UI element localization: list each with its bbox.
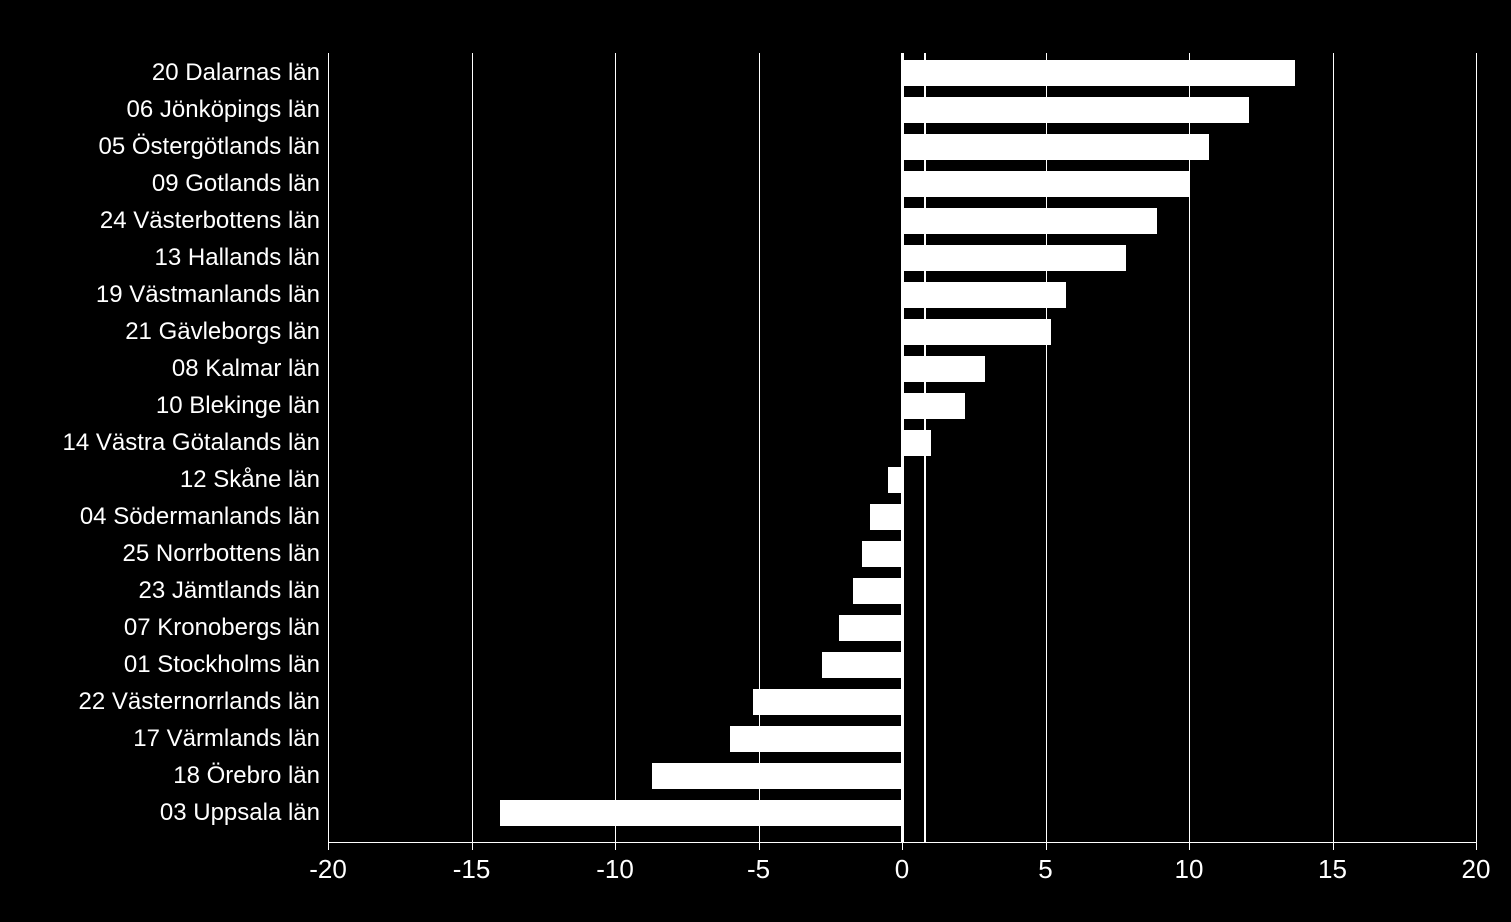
category-label: 23 Jämtlands län (139, 577, 320, 605)
bar (902, 282, 1066, 308)
x-tick (1046, 842, 1047, 850)
bar (902, 134, 1209, 160)
gridline (1333, 53, 1334, 842)
bar (652, 763, 902, 789)
bar (902, 430, 931, 456)
bar (902, 60, 1295, 86)
x-axis-label: 10 (1175, 854, 1204, 885)
category-label: 20 Dalarnas län (152, 59, 320, 87)
category-label: 08 Kalmar län (172, 355, 320, 383)
bar (853, 578, 902, 604)
category-label: 06 Jönköpings län (127, 96, 320, 124)
x-tick (472, 842, 473, 850)
x-tick (902, 842, 903, 850)
gridline (759, 53, 760, 842)
gridline (1476, 53, 1477, 842)
gridline (1189, 53, 1190, 842)
gridline (328, 53, 329, 842)
category-label: 07 Kronobergs län (124, 614, 320, 642)
category-label: 25 Norrbottens län (123, 540, 320, 568)
x-axis-label: 5 (1038, 854, 1052, 885)
bar (888, 467, 902, 493)
x-tick (1333, 842, 1334, 850)
category-label: 14 Västra Götalands län (63, 429, 321, 457)
category-label: 19 Västmanlands län (96, 281, 320, 309)
bar (730, 726, 902, 752)
bar (902, 97, 1249, 123)
x-axis-label: -15 (453, 854, 491, 885)
x-axis-label: 0 (895, 854, 909, 885)
category-label: 21 Gävleborgs län (125, 318, 320, 346)
category-label: 13 Hallands län (155, 244, 320, 272)
category-label: 04 Södermanlands län (80, 503, 320, 531)
bar (753, 689, 902, 715)
bar (862, 541, 902, 567)
x-axis-label: 15 (1318, 854, 1347, 885)
bar (822, 652, 902, 678)
x-axis-label: -20 (309, 854, 347, 885)
plot-area: -20-15-10-505101520 (328, 53, 1476, 882)
bar (870, 504, 902, 530)
bar (902, 245, 1126, 271)
category-label: 18 Örebro län (173, 762, 320, 790)
category-label: 05 Östergötlands län (99, 133, 320, 161)
category-label: 17 Värmlands län (133, 725, 320, 753)
bar (902, 393, 965, 419)
x-axis (328, 842, 1476, 843)
gridline (615, 53, 616, 842)
category-label: 09 Gotlands län (152, 170, 320, 198)
bar (902, 208, 1157, 234)
chart-container: -20 -15 -10 -5 0 5 10 15 20 20 Dalarnas län 06 Jö… (0, 0, 1511, 922)
x-axis-label: -5 (747, 854, 770, 885)
category-label: 12 Skåne län (180, 466, 320, 494)
bar (839, 615, 902, 641)
gridline (472, 53, 473, 842)
bar (902, 171, 1189, 197)
x-tick (1189, 842, 1190, 850)
bar (902, 356, 985, 382)
x-axis-label: -10 (596, 854, 634, 885)
category-label: 22 Västernorrlands län (79, 688, 320, 716)
bar (902, 319, 1051, 345)
x-tick (1476, 842, 1477, 850)
x-tick (615, 842, 616, 850)
bar (500, 800, 902, 826)
category-label: 03 Uppsala län (160, 799, 320, 827)
x-axis-label: 20 (1462, 854, 1491, 885)
category-label: 24 Västerbottens län (100, 207, 320, 235)
category-label: 01 Stockholms län (124, 651, 320, 679)
x-tick (328, 842, 329, 850)
x-tick (759, 842, 760, 850)
category-label: 10 Blekinge län (156, 392, 320, 420)
